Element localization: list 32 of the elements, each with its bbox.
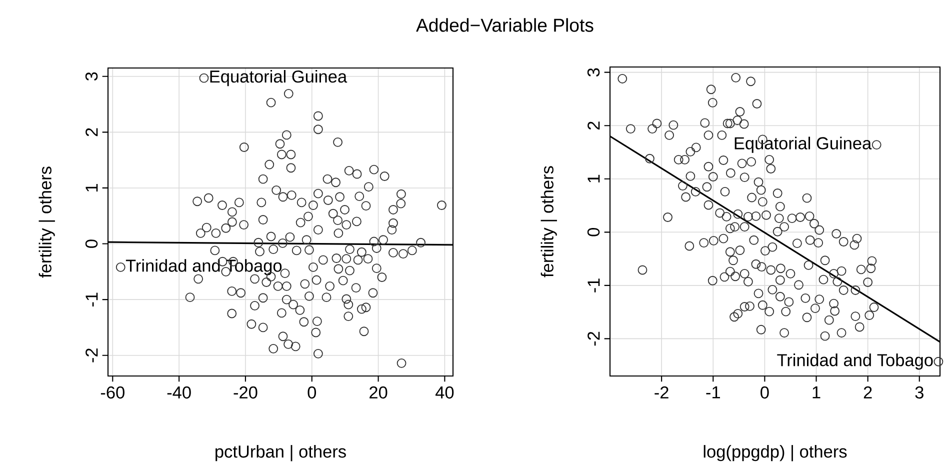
x-tick-label: 3 [915, 386, 924, 399]
annotation: Trinidad and Tobago [777, 354, 933, 370]
y-tick-label: 1 [86, 184, 98, 192]
y-tick-label: -1 [86, 292, 98, 306]
x-tick-label: -2 [654, 386, 668, 398]
y-tick-label: 0 [587, 228, 600, 236]
text: Added−Variable Plots [416, 18, 594, 32]
x-tick-label: -40 [167, 386, 191, 399]
x-tick-label: -60 [100, 386, 124, 399]
y-tick-label: -2 [86, 348, 98, 362]
y-tick-label: 3 [85, 72, 98, 81]
y-tick-label: 3 [587, 68, 600, 76]
y-tick-label: 1 [588, 174, 600, 182]
x-tick-label: 20 [370, 386, 388, 399]
x-tick-label: 2 [864, 386, 872, 398]
x-tick-label: 40 [435, 386, 454, 399]
annotation: Equatorial Guinea [210, 70, 348, 86]
y-tick-label: -1 [588, 278, 600, 292]
y-axis-title: fertility | others [38, 166, 55, 278]
y-axis-title: fertility | others [540, 166, 557, 278]
x-tick-label: 1 [812, 386, 820, 398]
x-tick-label: 0 [308, 386, 316, 399]
y-tick-label: 2 [86, 128, 98, 136]
y-tick-label: 2 [588, 122, 600, 130]
x-tick-label: 0 [760, 386, 769, 399]
y-tick-label: -2 [588, 332, 600, 346]
annotation: Equatorial Guinea [734, 136, 872, 153]
x-axis-title: log(ppgdp) | others [704, 445, 847, 462]
x-axis-title: pctUrban | others [216, 445, 346, 462]
y-tick-label: 0 [85, 240, 98, 248]
x-tick-label: -1 [706, 386, 720, 398]
x-tick-label: -20 [234, 386, 258, 399]
